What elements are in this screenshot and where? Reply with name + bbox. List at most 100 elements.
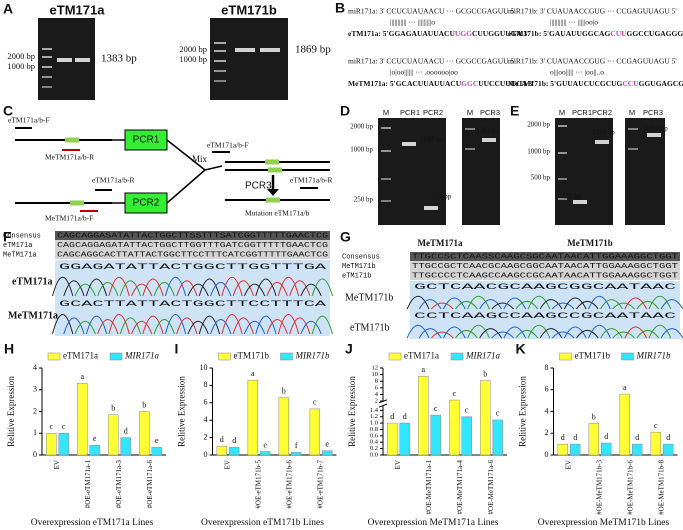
- trace-peak: [467, 324, 490, 339]
- lane-label: M: [629, 108, 635, 117]
- gel-band: [482, 138, 496, 142]
- y-axis-label: Relitive Expression: [177, 376, 187, 447]
- x-tick-label: #OE-eTM171a-6: [146, 460, 154, 509]
- marker-label: 1000 bp: [527, 148, 550, 156]
- trace-peak: [660, 328, 683, 339]
- y-tick-label: 3: [33, 385, 37, 394]
- x-tick-label: #OE-MeTM171a-1: [425, 460, 433, 515]
- y-tick-label: 0: [545, 450, 549, 459]
- gel-band: [235, 48, 255, 52]
- gel-band: [558, 178, 567, 180]
- trace-peak: [108, 276, 130, 297]
- trace-peak: [455, 300, 478, 310]
- y-tick-label: 4: [375, 391, 379, 398]
- target-seq-part: GGCCUGAGGG 3': [627, 29, 683, 38]
- bar: [588, 423, 600, 456]
- column-header: MeTM171a: [418, 238, 463, 248]
- gel-band: [558, 152, 567, 154]
- bar: [418, 376, 429, 456]
- significance-letter: f: [295, 441, 298, 450]
- lane-label: PCR3: [480, 108, 500, 117]
- panel-letter: F: [3, 229, 12, 245]
- significance-letter: b: [483, 369, 487, 378]
- bar: [399, 422, 410, 456]
- marker-label: 2000 bp: [179, 44, 207, 54]
- gel-band: [42, 86, 52, 88]
- bar: [600, 442, 612, 456]
- lane-label: PCR2: [423, 108, 443, 117]
- y-tick-label: 0.8: [370, 426, 378, 433]
- bar: [151, 447, 162, 456]
- legend-label: eTM171b: [234, 351, 270, 361]
- trace-peak: [563, 326, 587, 339]
- trace-peak: [600, 328, 623, 339]
- significance-letter: c: [62, 422, 66, 431]
- bar: [216, 446, 228, 456]
- connector: [166, 139, 206, 171]
- gel-band: [381, 150, 391, 152]
- trace-peak: [491, 331, 514, 339]
- pcr-label: PCR1: [133, 135, 160, 146]
- panel-letter: H: [4, 341, 14, 357]
- panel-letter: D: [340, 103, 350, 119]
- significance-letter: a: [251, 369, 255, 378]
- gel-title: eTM171b: [221, 2, 277, 17]
- band-size: 1869 bp: [295, 44, 331, 56]
- panel-letter: A: [3, 1, 13, 17]
- significance-letter: c: [654, 421, 658, 430]
- gel-band: [57, 58, 72, 62]
- trace-peak: [153, 281, 175, 297]
- trace-peak: [539, 299, 563, 310]
- gel-title: eTM171a: [50, 2, 106, 17]
- trace-peak: [576, 329, 599, 339]
- target-seq-part: eTM171b: 5'GAUAUUGGCAG: [508, 29, 610, 38]
- target-seq-part: UUCCUUUCA 3': [478, 79, 534, 88]
- gel-band: [647, 133, 661, 137]
- trace-peak: [515, 300, 539, 310]
- trace-name: eTM171a: [12, 276, 53, 287]
- significance-letter: e: [325, 439, 329, 448]
- panel-letter: K: [516, 341, 526, 357]
- pcr-label: PCR2: [133, 198, 160, 209]
- bar: [46, 433, 57, 456]
- lane-label: PCR1: [400, 108, 420, 117]
- x-tick-label: #OE-MeTM171a-6: [487, 460, 495, 515]
- connector: [166, 169, 206, 204]
- trace-peak: [243, 320, 266, 335]
- trace-peak: [187, 320, 209, 335]
- gel-band: [573, 200, 587, 204]
- gel-band: [214, 60, 226, 62]
- trace-peak: [300, 320, 322, 335]
- gel: [555, 118, 613, 225]
- row-seq: CAGCAGGASATATTACTGGCTTSSTTTSATCGGTTTTTGA…: [57, 232, 328, 240]
- trace-peak: [266, 281, 288, 297]
- gel-band: [75, 58, 90, 62]
- trace-name: MeTM171b: [345, 292, 393, 303]
- trace-peak: [648, 295, 672, 310]
- row-seq: TTGCCCCTCAAGCCAAGCCGCAATAACATTGGAAAGGCTG…: [412, 272, 678, 280]
- pcr-label: PCR3: [245, 181, 272, 192]
- gel-band: [402, 142, 416, 146]
- target-seq-part: MeTM171a: 5'GCACUUAUUACU: [348, 79, 462, 88]
- significance-letter: d: [666, 433, 670, 442]
- panel-letter: J: [345, 341, 353, 357]
- trace-bases: GCTCAACGCAAGCGGCAATAAC: [414, 283, 676, 292]
- trace-peak: [479, 299, 502, 310]
- x-axis-label: Overexpression eTM171b Lines: [201, 518, 324, 528]
- trace-peak: [85, 315, 108, 335]
- trace-peak: [232, 280, 254, 297]
- gel-band: [214, 80, 226, 82]
- trace-peak: [624, 297, 648, 310]
- pairing: ||||||||||| ··· |||||oo|o: [550, 18, 598, 27]
- trace-peak: [164, 313, 187, 335]
- significance-letter: c: [313, 398, 317, 407]
- trace-peak: [142, 278, 164, 297]
- bar: [662, 443, 674, 456]
- mirna-seq: miR171a: 3' CCUCUAUAACU ··· GCGCCGAGUU 5…: [348, 57, 516, 66]
- trace-peak: [636, 300, 660, 310]
- gel: [210, 18, 288, 100]
- bar: [89, 444, 100, 456]
- bar: [309, 408, 321, 456]
- gel-band: [260, 48, 280, 52]
